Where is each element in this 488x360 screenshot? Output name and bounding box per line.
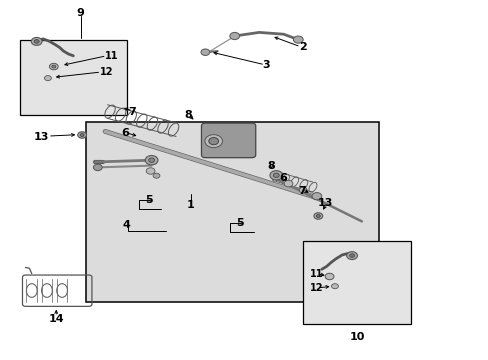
Text: 10: 10: [348, 332, 364, 342]
Circle shape: [316, 215, 320, 217]
Text: 3: 3: [262, 60, 270, 70]
Circle shape: [325, 273, 333, 280]
Circle shape: [313, 213, 322, 219]
Text: 7: 7: [298, 186, 305, 196]
Text: 2: 2: [299, 42, 306, 52]
Circle shape: [31, 37, 42, 45]
Circle shape: [146, 168, 155, 174]
Circle shape: [201, 49, 209, 55]
Text: 12: 12: [100, 67, 113, 77]
Text: 6: 6: [121, 128, 128, 138]
Bar: [85, 122, 378, 302]
Circle shape: [311, 193, 321, 200]
Circle shape: [349, 254, 354, 257]
Circle shape: [331, 284, 338, 289]
Circle shape: [229, 32, 239, 40]
Text: 14: 14: [48, 314, 64, 324]
Text: 11: 11: [309, 269, 323, 279]
Circle shape: [284, 180, 292, 187]
Text: 9: 9: [77, 8, 84, 18]
Text: 6: 6: [279, 173, 287, 183]
Text: 8: 8: [184, 110, 192, 120]
Circle shape: [145, 156, 158, 165]
Text: 13: 13: [317, 198, 333, 208]
Bar: [303, 241, 410, 324]
Text: 1: 1: [186, 200, 194, 210]
Circle shape: [52, 65, 56, 68]
Circle shape: [78, 132, 86, 138]
Text: 8: 8: [267, 161, 275, 171]
Circle shape: [204, 135, 222, 148]
Circle shape: [44, 76, 51, 81]
Bar: [20, 40, 127, 115]
Text: 5: 5: [235, 218, 243, 228]
Text: 7: 7: [128, 107, 136, 117]
Text: 12: 12: [309, 283, 323, 293]
Circle shape: [273, 173, 279, 177]
Circle shape: [346, 252, 357, 260]
Circle shape: [208, 138, 218, 145]
FancyBboxPatch shape: [201, 123, 255, 158]
Circle shape: [299, 187, 306, 193]
Circle shape: [80, 134, 84, 136]
Circle shape: [49, 63, 58, 70]
Circle shape: [153, 173, 160, 178]
Text: 11: 11: [104, 51, 118, 61]
Text: 4: 4: [122, 220, 130, 230]
Circle shape: [148, 158, 154, 162]
Circle shape: [34, 40, 39, 43]
Circle shape: [93, 164, 102, 171]
Circle shape: [293, 36, 303, 43]
Text: 13: 13: [34, 132, 49, 142]
Circle shape: [269, 171, 282, 180]
Text: 5: 5: [145, 195, 153, 205]
